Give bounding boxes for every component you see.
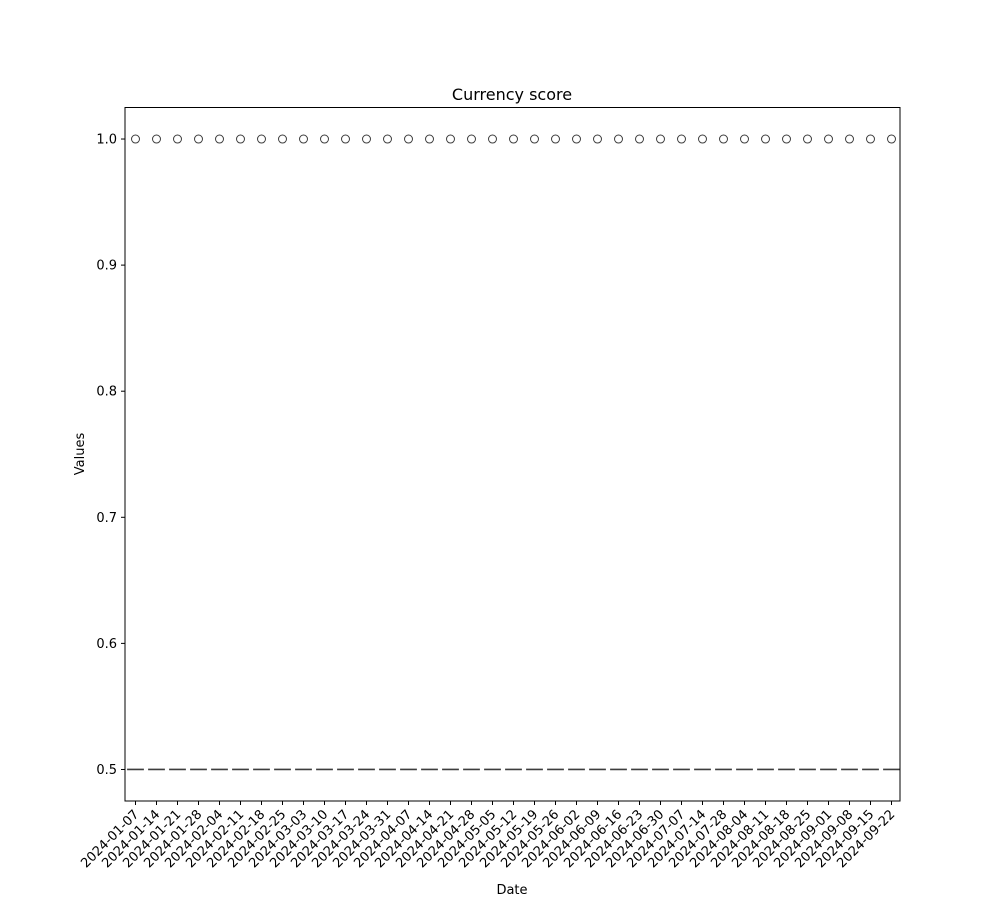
outlier-point <box>173 134 182 144</box>
outlier-point <box>887 134 896 144</box>
y-tick-label: 0.9 <box>96 259 117 274</box>
outlier-point <box>446 134 455 144</box>
outlier-point <box>131 134 140 144</box>
outlier-point <box>215 134 224 144</box>
outlier-point <box>404 134 413 144</box>
outlier-point <box>593 134 602 144</box>
y-tick-label: 0.7 <box>96 511 117 526</box>
outlier-point <box>572 134 581 144</box>
outlier-point <box>782 134 791 144</box>
outlier-point <box>530 134 539 144</box>
outlier-point <box>866 134 875 144</box>
plot-marks <box>127 134 900 771</box>
outlier-point <box>677 134 686 144</box>
outlier-point <box>551 134 560 144</box>
y-tick-label: 0.8 <box>96 385 117 400</box>
outlier-point <box>236 134 245 144</box>
outlier-point <box>761 134 770 144</box>
outlier-point <box>194 134 203 144</box>
chart-title: Currency score <box>452 85 572 104</box>
outlier-point <box>488 134 497 144</box>
outlier-point <box>425 134 434 144</box>
outlier-point <box>320 134 329 144</box>
plot-frame <box>124 107 901 802</box>
y-axis: 0.5 0.6 0.7 0.8 0.9 1.0 <box>96 133 125 778</box>
outlier-point <box>845 134 854 144</box>
outlier-point <box>614 134 623 144</box>
outlier-point <box>467 134 476 144</box>
outlier-point <box>257 134 266 144</box>
y-tick-label: 0.5 <box>96 763 117 778</box>
outlier-point <box>362 134 371 144</box>
outlier-point <box>509 134 518 144</box>
outlier-point <box>635 134 644 144</box>
outlier-point <box>698 134 707 144</box>
outlier-point <box>803 134 812 144</box>
outlier-point <box>152 134 161 144</box>
outlier-point <box>299 134 308 144</box>
outlier-point <box>278 134 287 144</box>
outlier-point <box>656 134 665 144</box>
y-tick-label: 1.0 <box>96 133 117 148</box>
y-axis-label: Values <box>73 433 88 476</box>
outlier-point <box>824 134 833 144</box>
outlier-point <box>719 134 728 144</box>
outlier-point <box>740 134 749 144</box>
outlier-point <box>341 134 350 144</box>
y-tick-label: 0.6 <box>96 637 117 652</box>
x-axis-label: Date <box>496 883 527 898</box>
outlier-point <box>383 134 392 144</box>
